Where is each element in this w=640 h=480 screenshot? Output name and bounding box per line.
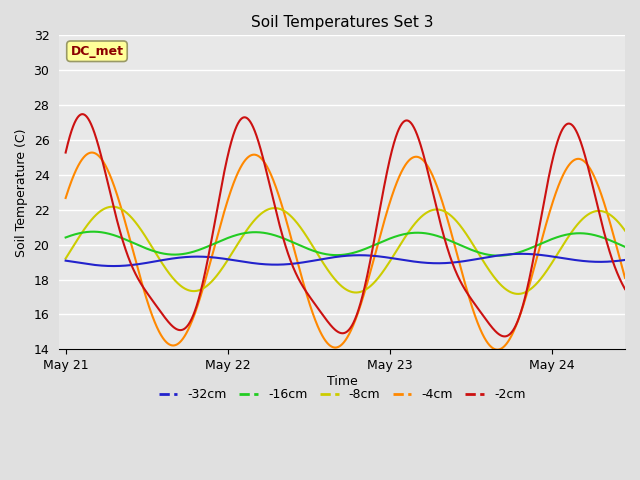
-2cm [605,248,613,253]
Line: -16cm: -16cm [66,232,625,256]
-32cm [90,262,98,268]
Y-axis label: Soil Temperature (C): Soil Temperature (C) [15,128,28,257]
-8cm [62,256,70,262]
-32cm [502,252,510,257]
-32cm [621,257,629,263]
-32cm [110,263,118,269]
-16cm [91,229,99,235]
-4cm [319,334,327,340]
-32cm [518,251,525,257]
-8cm [319,260,327,266]
-16cm [89,229,97,235]
-2cm [501,334,509,339]
-32cm [605,259,613,264]
-16cm [605,237,613,243]
-4cm [88,150,96,156]
-4cm [621,275,629,281]
-4cm [503,341,511,347]
Line: -8cm: -8cm [66,207,625,294]
-4cm [62,195,70,201]
-4cm [493,347,501,352]
-8cm [515,291,522,297]
-4cm [605,216,613,222]
-2cm [62,150,70,156]
-2cm [503,333,511,339]
-2cm [319,312,327,318]
-2cm [91,130,99,136]
-8cm [502,287,510,292]
Line: -4cm: -4cm [66,153,625,349]
-16cm [319,251,327,256]
-16cm [503,252,511,258]
-8cm [109,204,116,210]
-2cm [79,111,86,117]
Line: -2cm: -2cm [66,114,625,336]
-32cm [334,254,342,260]
-4cm [334,344,342,350]
-2cm [334,329,342,335]
-8cm [605,211,613,217]
Text: DC_met: DC_met [70,45,124,58]
-32cm [605,259,613,264]
-8cm [334,280,342,286]
-2cm [621,286,629,292]
-8cm [605,211,613,217]
-8cm [90,214,98,220]
-16cm [334,252,342,258]
-4cm [605,217,613,223]
-4cm [91,150,99,156]
X-axis label: Time: Time [326,375,358,388]
Title: Soil Temperatures Set 3: Soil Temperatures Set 3 [251,15,433,30]
-16cm [62,235,70,240]
-8cm [621,228,629,233]
-16cm [495,253,502,259]
-2cm [605,247,613,252]
Legend: -32cm, -16cm, -8cm, -4cm, -2cm: -32cm, -16cm, -8cm, -4cm, -2cm [154,383,531,406]
-16cm [621,244,629,250]
-32cm [62,258,70,264]
-32cm [319,256,327,262]
-16cm [605,237,613,243]
Line: -32cm: -32cm [66,254,625,266]
